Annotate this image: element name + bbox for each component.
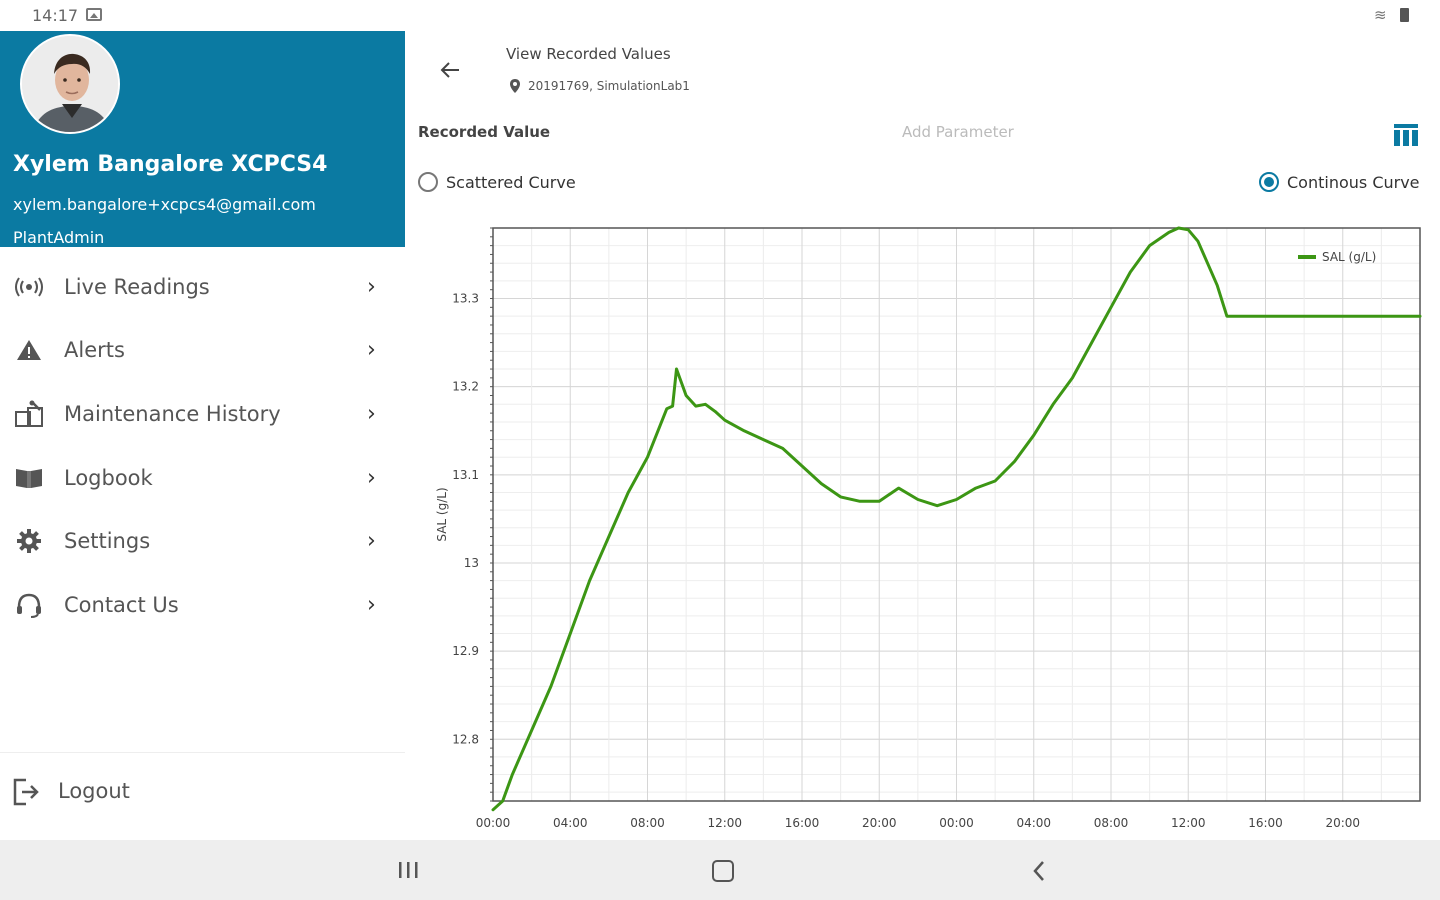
y-axis-label: SAL (g/L) (435, 487, 449, 541)
status-bar: 14:17 ≋ (0, 0, 1440, 31)
recents-button[interactable] (397, 861, 419, 879)
y-tick-label: 12.9 (452, 644, 479, 658)
x-tick-label: 16:00 (1248, 816, 1283, 830)
chevron-right-icon: › (367, 274, 376, 300)
radio-button-checked[interactable] (1259, 172, 1279, 192)
x-tick-label: 12:00 (707, 816, 742, 830)
maintenance-icon (14, 399, 44, 429)
x-tick-label: 00:00 (939, 816, 974, 830)
warning-icon (14, 335, 44, 365)
x-tick-label: 16:00 (785, 816, 820, 830)
gallery-icon (86, 8, 102, 21)
avatar (20, 34, 120, 134)
chevron-right-icon: › (367, 592, 376, 618)
menu-item-maintenance-history[interactable]: Maintenance History › (0, 382, 405, 446)
x-tick-label: 08:00 (1094, 816, 1129, 830)
profile-name: Xylem Bangalore XCPCS4 (13, 152, 328, 177)
page-title: View Recorded Values (506, 45, 671, 63)
x-tick-label: 04:00 (1016, 816, 1051, 830)
menu-label-alerts: Alerts (64, 338, 125, 363)
y-tick-label: 13.2 (452, 380, 479, 394)
logout-icon (12, 777, 40, 807)
x-tick-label: 00:00 (476, 816, 511, 830)
x-tick-label: 20:00 (1325, 816, 1360, 830)
status-time: 14:17 (32, 6, 79, 25)
y-tick-label: 13.3 (452, 292, 479, 306)
x-tick-label: 12:00 (1171, 816, 1206, 830)
drawer-divider (0, 752, 405, 753)
recorded-value-label: Recorded Value (418, 123, 551, 141)
drawer-menu: Live Readings › Alerts › Maintenance His… (0, 255, 405, 637)
y-tick-label: 12.8 (452, 732, 479, 746)
book-icon (14, 463, 44, 493)
profile-email: xylem.bangalore+xcpcs4@gmail.com (13, 195, 316, 214)
wifi-icon: ≋ (1374, 6, 1387, 24)
headset-icon (14, 590, 44, 620)
menu-item-settings[interactable]: Settings › (0, 509, 405, 573)
continuous-curve-label: Continous Curve (1287, 172, 1420, 192)
system-back-button[interactable] (1030, 859, 1048, 883)
scattered-curve-radio[interactable]: Scattered Curve (418, 172, 576, 192)
back-button[interactable] (433, 53, 467, 87)
menu-label-live-readings: Live Readings (64, 274, 210, 299)
plot-border (492, 227, 1421, 802)
menu-label-maintenance-history: Maintenance History (64, 401, 281, 426)
scattered-curve-label: Scattered Curve (446, 172, 576, 192)
main-content: View Recorded Values 20191769, Simulatio… (405, 31, 1440, 840)
battery-icon (1400, 8, 1409, 22)
y-tick-label: 13.1 (452, 468, 479, 482)
legend-label: SAL (g/L) (1322, 250, 1376, 264)
menu-item-alerts[interactable]: Alerts › (0, 319, 405, 383)
radio-button-unchecked[interactable] (418, 172, 438, 192)
menu-item-live-readings[interactable]: Live Readings › (0, 255, 405, 319)
menu-label-contact-us: Contact Us (64, 592, 179, 617)
profile-header: Xylem Bangalore XCPCS4 xylem.bangalore+x… (0, 31, 405, 247)
chevron-left-icon (1033, 861, 1044, 881)
broadcast-icon (14, 272, 44, 302)
add-parameter-input[interactable]: Add Parameter (902, 123, 1014, 141)
menu-item-contact-us[interactable]: Contact Us › (0, 573, 405, 637)
chevron-right-icon: › (367, 465, 376, 491)
continuous-curve-radio[interactable]: Continous Curve (1259, 172, 1420, 192)
navigation-drawer: Xylem Bangalore XCPCS4 xylem.bangalore+x… (0, 31, 405, 840)
menu-label-logbook: Logbook (64, 465, 153, 490)
x-tick-label: 04:00 (553, 816, 588, 830)
series-line-sal (491, 226, 1422, 812)
table-view-icon[interactable] (1393, 123, 1419, 147)
profile-role: PlantAdmin (13, 228, 105, 247)
location-text: 20191769, SimulationLab1 (528, 79, 690, 93)
x-tick-label: 08:00 (630, 816, 665, 830)
recents-icon (399, 862, 418, 878)
system-navigation-bar (0, 840, 1440, 900)
chevron-right-icon: › (367, 528, 376, 554)
logout-button[interactable]: Logout (0, 764, 405, 822)
recorded-values-chart: 12.8 12.9 13 13.1 13.2 13.3 00:00 04:00 08:00 12:… (435, 226, 1422, 830)
gear-icon (14, 526, 44, 556)
chevron-right-icon: › (367, 401, 376, 427)
logout-label: Logout (58, 779, 130, 803)
menu-item-logbook[interactable]: Logbook › (0, 446, 405, 510)
arrow-left-icon (440, 62, 459, 78)
home-button[interactable] (712, 860, 734, 882)
chevron-right-icon: › (367, 337, 376, 363)
location-pin-icon (510, 79, 520, 93)
x-tick-label: 20:00 (862, 816, 897, 830)
y-tick-label: 13 (464, 556, 479, 570)
avatar-image (22, 36, 118, 132)
menu-label-settings: Settings (64, 529, 151, 554)
location-row: 20191769, SimulationLab1 (510, 79, 690, 93)
